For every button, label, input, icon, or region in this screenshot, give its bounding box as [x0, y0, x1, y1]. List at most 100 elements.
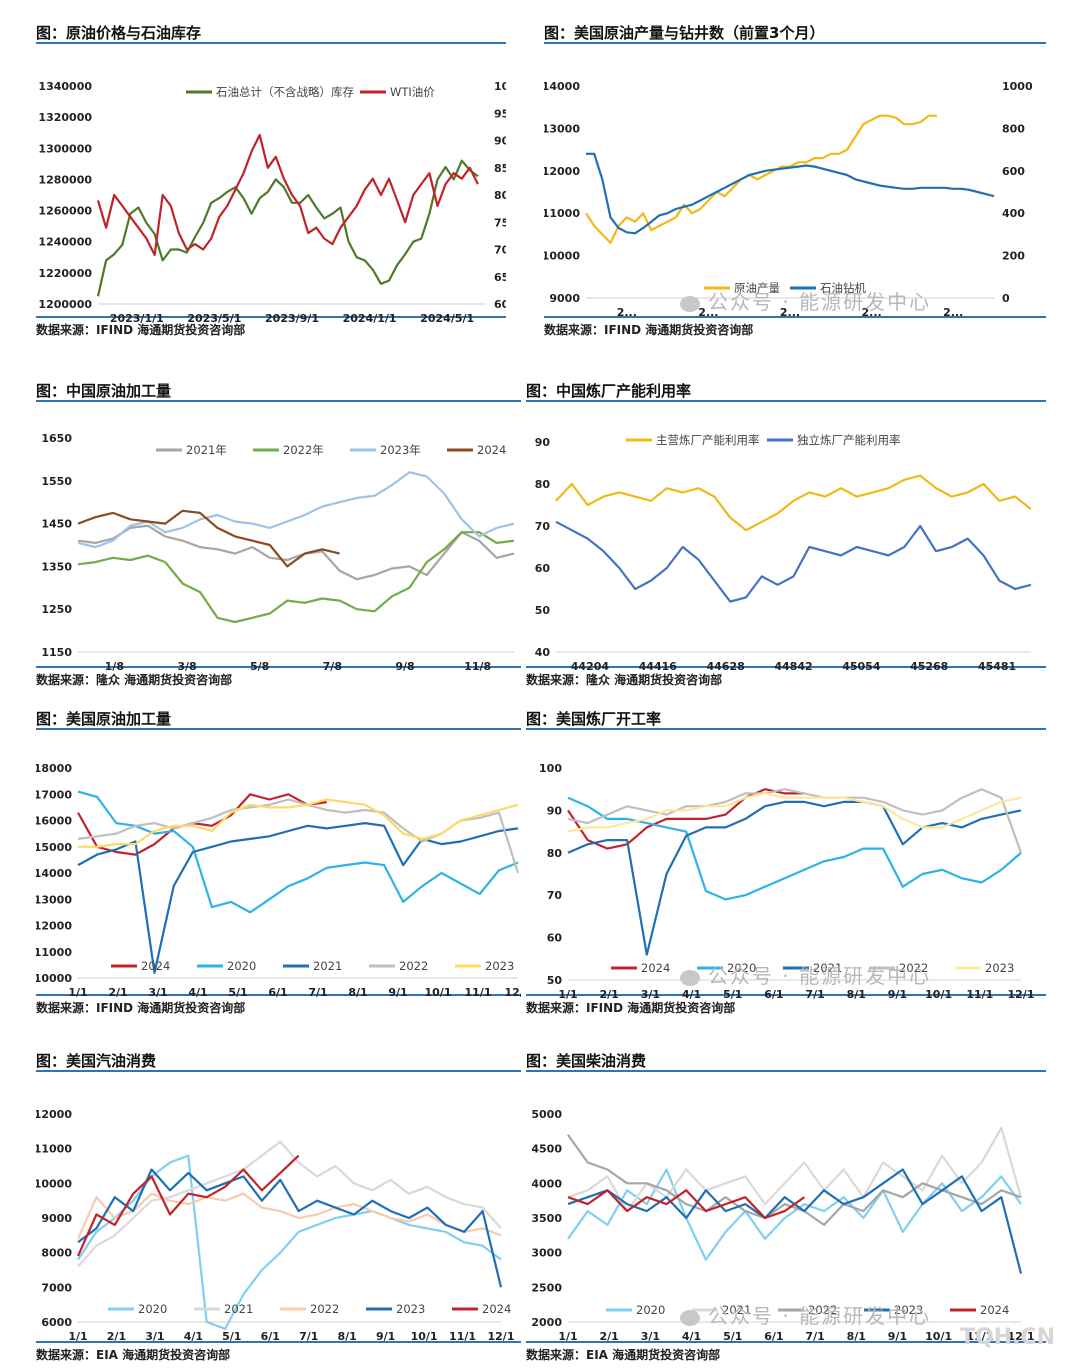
series-line [555, 474, 1032, 532]
y2-tick-label: 90 [494, 135, 506, 148]
x-tick-label: 11/1 [966, 988, 993, 1001]
series-line [567, 1168, 1023, 1274]
legend-entry: 2023 [366, 1302, 425, 1316]
chart-svg: 40 50 60 70 80 90 44204 44416 44628 44842 45054 452… [535, 433, 1032, 673]
x-tick-label: 1/1 [558, 1330, 577, 1343]
x-tick-label: 9/1 [376, 1330, 395, 1343]
legend-entry: 2024 [452, 1302, 511, 1316]
title-rule [36, 728, 521, 730]
legend-label: 2021 [813, 961, 842, 975]
source-rule [526, 666, 1046, 668]
series-line [77, 524, 515, 581]
series-line [567, 792, 1022, 833]
x-tick-label: 2023/5/1 [187, 312, 241, 325]
y2-tick-label: 200 [1002, 250, 1025, 263]
x-tick-label: 5/1 [723, 988, 742, 1001]
y-tick-label: 16000 [36, 815, 72, 828]
legend-label: 2020 [727, 961, 756, 975]
y-tick-label: 60 [535, 562, 551, 575]
x-tick-label: 3/1 [148, 986, 167, 999]
x-tick-label: 6/1 [261, 1330, 280, 1343]
y-tick-label: 11000 [544, 207, 580, 220]
x-tick-label: 6/1 [764, 988, 783, 1001]
y-tick-label: 4000 [531, 1177, 562, 1190]
source-rule [544, 316, 1046, 318]
y-tick-label: 7000 [41, 1281, 72, 1294]
panel-us-production-rigs: 图：美国原油产量与钻井数（前置3个月） 数据来源：IFIND 海通期货投资咨询部 9… [544, 22, 1046, 340]
series-line [76, 1192, 502, 1240]
y2-tick-label: 80 [494, 189, 506, 202]
x-tick-label: 12/1 [1008, 988, 1035, 1001]
chart-title: 图：中国炼厂产能利用率 [526, 382, 692, 400]
y2-tick-label: 600 [1002, 165, 1025, 178]
y-tick-label: 10000 [36, 972, 72, 985]
x-tick-label: 2024/5/1 [420, 312, 474, 325]
legend-label: 2022年 [283, 443, 324, 457]
x-tick-label: 2... [698, 306, 718, 319]
panel-china-crude-runs: 图：中国原油加工量 数据来源：隆众 海通期货投资咨询部 1150 1250 1350 14… [36, 380, 521, 690]
series-line [567, 800, 1022, 956]
title-rule [36, 42, 506, 44]
legend-entry: 2023 [955, 961, 1014, 975]
legend-entry: 2024 [447, 443, 506, 457]
legend-label: 2020 [138, 1302, 167, 1316]
y-tick-label: 1150 [41, 646, 72, 659]
legend-entry: 2024 [611, 961, 670, 975]
y2-tick-label: 800 [1002, 122, 1025, 135]
legend-label: WTI油价 [390, 85, 435, 99]
y-tick-label: 13000 [544, 122, 580, 135]
x-tick-label: 8/1 [847, 988, 866, 1001]
source-rule [526, 1341, 1046, 1343]
panel-crude-price-inventory: 图：原油价格与石油库存 数据来源：IFIND 海通期货投资咨询部 1200000 12… [36, 22, 1046, 340]
chart-title: 图：美国柴油消费 [526, 1052, 647, 1070]
x-tick-label: 1/1 [68, 986, 87, 999]
x-tick-label: 5/8 [250, 660, 269, 673]
x-tick-label: 7/1 [299, 1330, 318, 1343]
x-tick-label: 2/1 [108, 986, 127, 999]
y-tick-label: 1240000 [38, 236, 92, 249]
y-tick-label: 13000 [36, 893, 72, 906]
x-tick-label: 5/1 [723, 1330, 742, 1343]
y2-tick-label: 1000 [1002, 80, 1033, 93]
x-tick-label: 44416 [639, 660, 678, 673]
y-tick-label: 70 [547, 889, 563, 902]
legend-entry: 2021 [283, 959, 342, 973]
y-tick-label: 50 [547, 974, 563, 987]
y-tick-label: 18000 [36, 762, 72, 775]
y2-tick-label: 100 [494, 80, 506, 93]
title-rule [526, 728, 1046, 730]
x-tick-label: 2... [943, 306, 963, 319]
legend-entry: 主营炼厂产能利用率 [626, 433, 760, 447]
x-tick-label: 2023/1/1 [110, 312, 164, 325]
title-rule [36, 400, 521, 402]
legend-label: 2023 [985, 961, 1014, 975]
legend-entry: 2021 [692, 1303, 751, 1317]
legend-entry: 2020 [108, 1302, 167, 1316]
x-tick-label: 45481 [978, 660, 1016, 673]
x-tick-label: 8/1 [847, 1330, 866, 1343]
legend-label: 2023 [396, 1302, 425, 1316]
chart-svg: 50 60 70 80 90 100 1/1 2/1 3/1 4/1 5/1 6/1 7/1 8/1 9/1… [539, 762, 1035, 1001]
x-tick-label: 3/8 [177, 660, 196, 673]
series-line [77, 1168, 503, 1288]
chart-title: 图：美国炼厂开工率 [526, 710, 662, 728]
legend-label: 2021 [224, 1302, 253, 1316]
y-tick-label: 80 [547, 847, 563, 860]
legend-label: 2021 [313, 959, 342, 973]
y-tick-label: 70 [535, 520, 551, 533]
y2-tick-label: 60 [494, 298, 506, 311]
chart-svg: 1150 1250 1350 1450 1550 1650 1/8 3/8 5/8 7/8 9/8 1… [41, 432, 515, 673]
legend-label: 2022 [899, 961, 928, 975]
y2-tick-label: 400 [1002, 207, 1025, 220]
x-tick-label: 44842 [774, 660, 812, 673]
x-tick-label: 45054 [842, 660, 881, 673]
legend-label: 2024 [641, 961, 670, 975]
legend-entry: 2022 [778, 1303, 837, 1317]
legend-label: 2024 [980, 1303, 1009, 1317]
watermark: 公众号 · 能源研发中心 [680, 286, 931, 315]
y-tick-label: 90 [547, 804, 563, 817]
y2-tick-label: 75 [494, 216, 506, 229]
legend-label: 2024 [477, 443, 506, 457]
source-note: 数据来源：EIA 海通期货投资咨询部 [526, 1348, 721, 1362]
y-tick-label: 1280000 [38, 173, 92, 186]
